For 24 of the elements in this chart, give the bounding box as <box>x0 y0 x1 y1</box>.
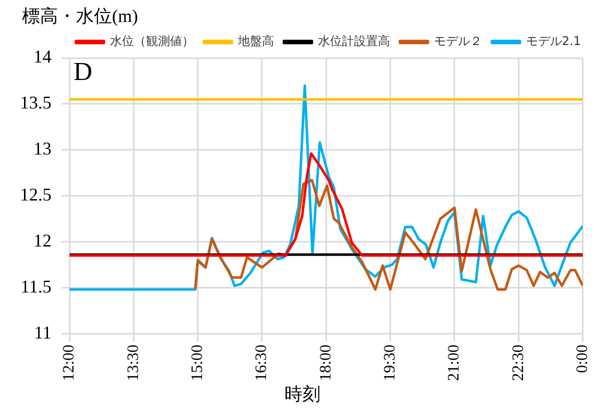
y-tick-label: 11 <box>34 322 52 342</box>
legend-label: 水位（観測値） <box>110 34 194 48</box>
x-tick-label: 21:00 <box>446 344 463 382</box>
x-tick-label: 18:00 <box>317 344 334 382</box>
annotation: D <box>74 56 92 86</box>
x-tick-label: 19:30 <box>382 344 399 382</box>
x-tick-label: 12:00 <box>60 344 78 382</box>
x-tick-label: 22:30 <box>510 344 527 382</box>
x-tick-label: 15:00 <box>189 344 206 382</box>
legend-label: 地盤高 <box>236 34 274 48</box>
x-tick-label: 13:30 <box>124 344 142 382</box>
y-tick-label: 13 <box>34 138 52 159</box>
x-axis-title: 時刻 <box>284 383 322 406</box>
legend-label: モデル2.1 <box>526 34 582 48</box>
y-axis-title: 標高・水位(m) <box>22 5 138 28</box>
y-tick-label: 12 <box>34 230 52 250</box>
legend-label: モデル２ <box>434 34 482 48</box>
y-tick-label: 14 <box>34 46 52 67</box>
y-tick-label: 13.5 <box>20 92 52 113</box>
x-tick-label: 0:00 <box>574 344 592 374</box>
x-tick-label: 16:30 <box>253 344 270 382</box>
y-tick-label: 12.5 <box>20 184 52 205</box>
legend-label: 水位計設置高 <box>318 34 390 48</box>
y-tick-label: 11.5 <box>20 276 52 296</box>
